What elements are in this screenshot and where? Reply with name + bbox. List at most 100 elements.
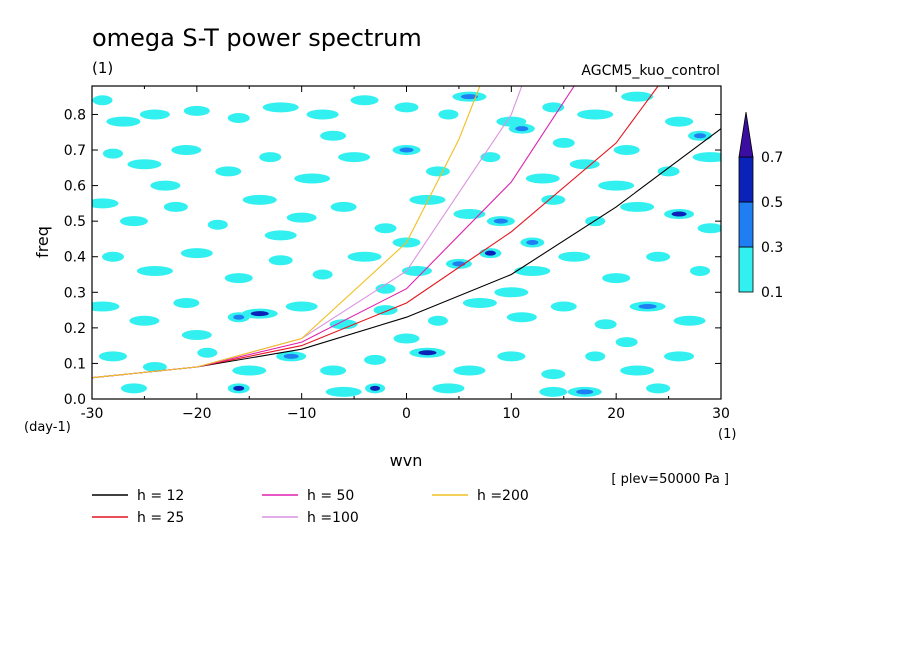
- contour-blob: [602, 273, 631, 284]
- contour-blob-core: [233, 385, 245, 391]
- contour-blob: [401, 265, 432, 276]
- contour-blob: [598, 180, 635, 191]
- contour-blob: [259, 152, 282, 163]
- x-tick-label: −20: [182, 406, 212, 422]
- contour-blob: [268, 255, 293, 266]
- contour-blob: [306, 109, 339, 120]
- contour-blob: [438, 109, 459, 120]
- legend-label: h =100: [307, 510, 359, 526]
- contour-blob: [497, 351, 526, 362]
- y-tick-label: 0.1: [64, 356, 86, 372]
- contour-blob: [207, 219, 228, 230]
- colorbar-extend-arrow: [738, 111, 754, 158]
- run-label: AGCM5_kuo_control: [581, 63, 720, 79]
- contour-blob-core: [671, 211, 687, 217]
- contour-blob: [92, 95, 113, 106]
- contour-blob-core: [418, 350, 437, 356]
- contour-blob: [183, 105, 210, 116]
- contour-blob: [541, 194, 566, 205]
- contour-blob: [92, 198, 119, 209]
- contour-blob: [262, 102, 299, 113]
- dispersion-curve-h200: [92, 86, 481, 379]
- contour-blob: [657, 166, 680, 177]
- dispersion-curves: [92, 86, 721, 379]
- contour-blob: [494, 287, 529, 298]
- contour-blob: [673, 315, 706, 326]
- colorbar-label: 0.7: [761, 150, 783, 166]
- contour-blob-core: [515, 126, 529, 132]
- contour-blob: [329, 319, 358, 330]
- colorbar-segment: [738, 156, 754, 203]
- x-tick-label: 20: [607, 406, 625, 422]
- contour-blob: [453, 209, 486, 220]
- contour-blob: [224, 273, 253, 284]
- y-tick-label: 0.5: [64, 214, 86, 230]
- contour-blob: [462, 297, 497, 308]
- contour-blob: [215, 166, 242, 177]
- contour-blob: [539, 386, 568, 397]
- legend: h = 12 h = 25 h = 50 h =100 h =200: [92, 488, 529, 526]
- contour-blob: [320, 365, 347, 376]
- contour-blob: [127, 159, 162, 170]
- contour-blob: [552, 137, 575, 148]
- contour-blob: [697, 223, 721, 234]
- y-tick-label: 0.3: [64, 285, 86, 301]
- legend-label: h = 25: [137, 510, 184, 526]
- x-axis-label: wvn: [390, 451, 423, 470]
- contour-blob-core: [484, 250, 496, 256]
- contour-blob: [286, 212, 317, 223]
- contour-blob-core: [460, 94, 478, 100]
- legend-label: h =200: [477, 488, 529, 504]
- contour-blob: [364, 354, 387, 365]
- contour-blob: [525, 173, 560, 184]
- y-axis-unit: (day-1): [24, 420, 71, 435]
- contour-blob: [621, 91, 654, 102]
- y-tick-label: 0.8: [64, 107, 86, 123]
- contour-blob: [373, 305, 398, 316]
- footnote: [ plev=50000 Pa ]: [611, 472, 729, 487]
- contour-blob: [506, 312, 537, 323]
- y-tick-label: 0.4: [64, 250, 86, 266]
- contour-blob: [312, 269, 333, 280]
- contour-blob: [374, 223, 397, 234]
- contour-blob: [163, 201, 188, 212]
- contour-blob: [129, 315, 160, 326]
- contour-blob: [102, 148, 123, 159]
- contour-blob: [347, 251, 382, 262]
- contour-blob: [427, 315, 448, 326]
- contour-blob: [139, 109, 170, 120]
- contour-blob: [664, 351, 695, 362]
- contour-blob: [432, 383, 465, 394]
- contour-blob: [569, 159, 600, 170]
- contour-blob: [542, 102, 565, 113]
- contour-blob: [227, 113, 250, 124]
- contour-blob: [181, 329, 212, 340]
- plot-area: -30 −20 −10 0 10 20 30 0.00.10.20.30.40.50.60.…: [64, 85, 730, 422]
- contour-blob: [171, 145, 202, 156]
- colorbar-label: 0.1: [761, 285, 783, 301]
- contour-blob-core: [399, 147, 414, 153]
- chart-title: omega S-T power spectrum: [92, 24, 422, 52]
- contour-blob: [232, 365, 267, 376]
- contour-blob: [692, 152, 721, 163]
- contour-blob: [577, 109, 614, 120]
- contour-blob: [541, 369, 566, 380]
- contour-blob: [585, 351, 606, 362]
- contour-blob: [620, 365, 655, 376]
- contour-blob: [92, 301, 120, 312]
- contour-blob: [338, 152, 371, 163]
- y-axis-ticks: 0.0 0.1 0.2 0.3 0.4 0.5 0.6 0.7 0.8: [64, 107, 721, 408]
- contour-blob: [142, 361, 167, 372]
- y-tick-label: 0.6: [64, 179, 86, 195]
- contour-blob: [480, 152, 501, 163]
- contour-blob: [325, 386, 362, 397]
- contour-blob: [294, 173, 331, 184]
- contour-blob: [136, 265, 173, 276]
- contour-blob: [197, 347, 218, 358]
- y-tick-label: 0.2: [64, 321, 86, 337]
- contour-blob: [150, 180, 181, 191]
- contour-blob: [453, 365, 486, 376]
- x-tick-label: 10: [502, 406, 520, 422]
- contour-blob: [119, 216, 148, 227]
